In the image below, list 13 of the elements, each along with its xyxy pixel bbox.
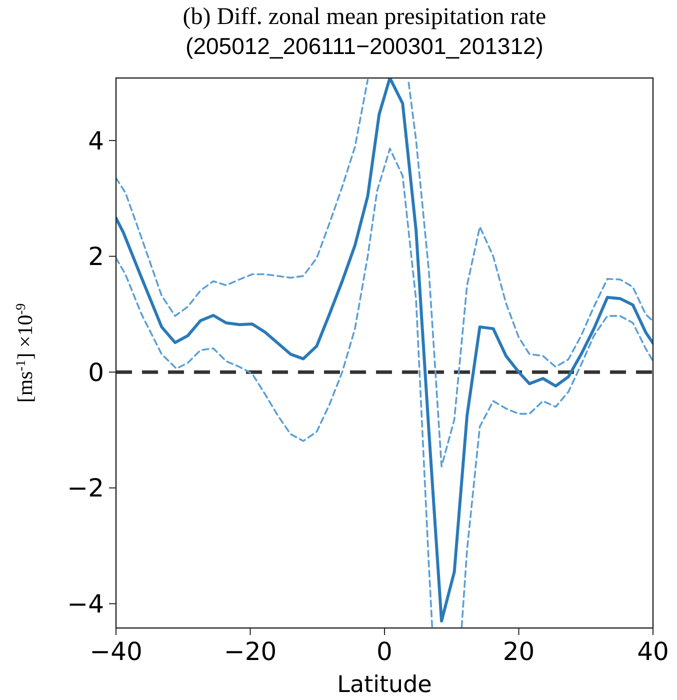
x-tick-label: 20 bbox=[502, 637, 535, 666]
x-axis-title: Latitude bbox=[337, 672, 432, 698]
x-tick-label: −20 bbox=[224, 637, 277, 666]
y-tick-label: 2 bbox=[88, 242, 104, 272]
x-tick-label: −40 bbox=[90, 637, 142, 666]
y-tick-label: 4 bbox=[88, 126, 104, 156]
chart-title: (b) Diff. zonal mean presipitation rate bbox=[182, 4, 546, 30]
chart-subtitle: (205012_206111−200301_201312) bbox=[186, 33, 544, 59]
y-tick-label: −2 bbox=[67, 474, 104, 503]
x-tick-label: 0 bbox=[376, 637, 392, 666]
x-tick-label: 40 bbox=[637, 637, 669, 666]
y-tick-label: −4 bbox=[67, 589, 104, 618]
y-tick-label: 0 bbox=[88, 358, 104, 387]
